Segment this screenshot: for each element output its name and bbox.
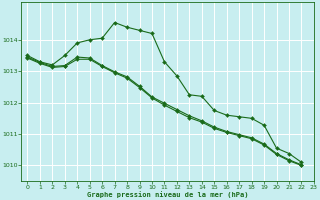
X-axis label: Graphe pression niveau de la mer (hPa): Graphe pression niveau de la mer (hPa) [87, 191, 248, 198]
